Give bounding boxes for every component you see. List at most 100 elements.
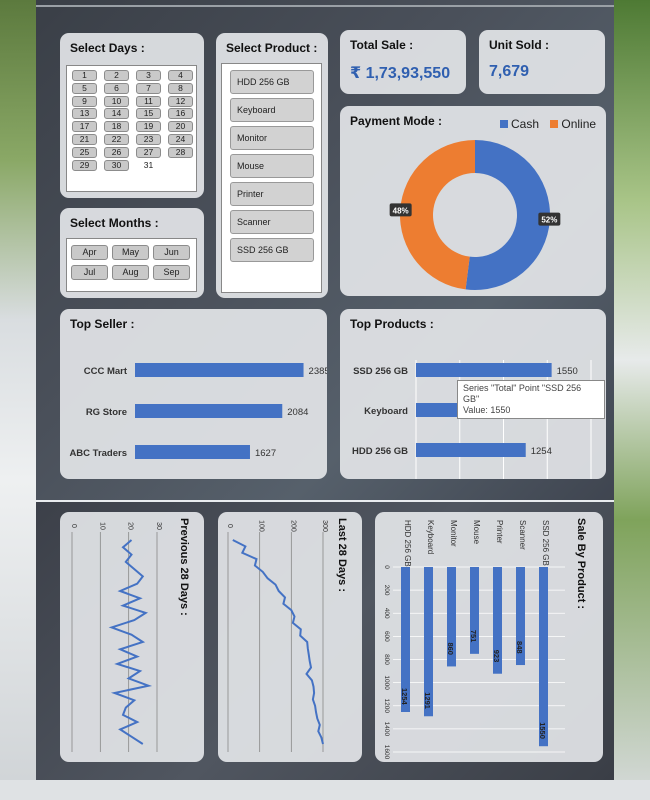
month-option-jun[interactable]: Jun xyxy=(153,245,190,260)
days-slicer: 1 2 3 4 5 6 7 8 9 10 11 12 13 14 15 16 17 18 19 20 21 22 23 24 2… xyxy=(66,65,197,192)
bar-ccc-mart[interactable] xyxy=(135,363,304,377)
payment-mode-title: Payment Mode : xyxy=(350,114,443,128)
day-option-13[interactable]: 13 xyxy=(72,108,97,120)
day-option-26[interactable]: 26 xyxy=(104,146,129,158)
bar-ssd-256-gb[interactable] xyxy=(416,363,552,377)
axis-tick: 300 xyxy=(321,520,328,532)
top-seller-title: Top Seller : xyxy=(70,317,135,331)
bar-hdd-256-gb[interactable] xyxy=(401,567,410,712)
product-option-scanner[interactable]: Scanner xyxy=(230,210,314,234)
day-option-23[interactable]: 23 xyxy=(136,134,161,145)
axis-tick: 20 xyxy=(127,522,134,530)
day-option-28[interactable]: 28 xyxy=(168,146,193,158)
bar-keyboard[interactable] xyxy=(424,567,433,717)
day-option-5[interactable]: 5 xyxy=(72,82,97,94)
legend-label-online: Online xyxy=(561,117,597,131)
svg-text:52%: 52% xyxy=(541,216,557,225)
axis-tick: 600 xyxy=(383,631,390,642)
series-line[interactable] xyxy=(232,539,324,745)
total-sale-card: Total Sale : ₹ 1,73,93,550 xyxy=(340,30,466,94)
bar-scanner[interactable] xyxy=(516,567,525,666)
axis-tick: 0 xyxy=(383,565,390,569)
day-option-30[interactable]: 30 xyxy=(104,159,129,171)
day-option-17[interactable]: 17 xyxy=(72,121,97,133)
product-option-monitor[interactable]: Monitor xyxy=(230,126,314,150)
last-28-days-chart: 0 100 200 300 xyxy=(226,520,328,752)
axis-tick: 30 xyxy=(155,522,162,530)
day-option-31[interactable]: 31 xyxy=(136,159,161,171)
category-label-hdd-256-gb: HDD 256 GB xyxy=(352,446,408,457)
product-option-printer[interactable]: Printer xyxy=(230,182,314,206)
day-option-3[interactable]: 3 xyxy=(136,70,161,81)
bar-ssd-256-gb[interactable] xyxy=(539,567,548,747)
background-photo-bottom xyxy=(0,780,650,800)
payment-mode-card: Payment Mode : Cash Online 52% 48% xyxy=(340,106,606,296)
last-28-days-card: Last 28 Days : 0 100 200 300 xyxy=(218,512,362,762)
series-line[interactable] xyxy=(108,539,153,745)
bar-mouse[interactable] xyxy=(470,567,479,654)
payment-donut-chart: 52% 48% xyxy=(389,140,561,290)
day-option-8[interactable]: 8 xyxy=(168,82,193,94)
donut-slice-online[interactable] xyxy=(399,140,475,290)
month-option-sep[interactable]: Sep xyxy=(153,265,190,280)
bar-hdd-256-gb[interactable] xyxy=(416,443,526,457)
bar-printer[interactable] xyxy=(493,567,502,674)
donut-label-online: 48% xyxy=(389,203,412,217)
previous-28-days-chart: 0 10 20 30 xyxy=(70,522,162,752)
day-option-16[interactable]: 16 xyxy=(168,108,193,120)
legend-swatch-cash xyxy=(500,120,508,128)
months-slicer-card: Select Months : Apr May Jun Jul Aug Sep xyxy=(60,208,204,298)
month-option-may[interactable]: May xyxy=(112,245,149,260)
day-option-29[interactable]: 29 xyxy=(72,159,97,171)
product-option-hdd-256-gb[interactable]: HDD 256 GB xyxy=(230,70,314,94)
svg-text:48%: 48% xyxy=(393,206,409,215)
day-option-6[interactable]: 6 xyxy=(104,82,129,94)
day-option-12[interactable]: 12 xyxy=(168,95,193,107)
day-option-24[interactable]: 24 xyxy=(168,134,193,145)
day-option-21[interactable]: 21 xyxy=(72,134,97,145)
bar-rg-store[interactable] xyxy=(135,404,283,418)
day-option-15[interactable]: 15 xyxy=(136,108,161,120)
day-option-20[interactable]: 20 xyxy=(168,121,193,133)
days-slicer-card: Select Days : 1 2 3 4 5 6 7 8 9 10 11 12 13 14 15 16 17 1… xyxy=(60,33,204,198)
product-slicer: HDD 256 GB Keyboard Monitor Mouse Printer Sca… xyxy=(221,63,322,293)
day-option-2[interactable]: 2 xyxy=(104,70,129,81)
month-option-apr[interactable]: Apr xyxy=(71,245,108,260)
background-photo-right xyxy=(614,0,650,800)
product-option-mouse[interactable]: Mouse xyxy=(230,154,314,178)
category-label-printer: Printer xyxy=(495,520,504,544)
axis-tick: 0 xyxy=(70,524,77,528)
product-slicer-title: Select Product : xyxy=(226,41,318,55)
day-option-14[interactable]: 14 xyxy=(104,108,129,120)
donut-slice-cash[interactable] xyxy=(465,140,550,290)
axis-tick: 0 xyxy=(226,524,233,528)
bar-abc-traders[interactable] xyxy=(135,445,250,459)
chart-tooltip: Series "Total" Point "SSD 256 GB" Value:… xyxy=(457,380,605,419)
value-label-scanner: 848 xyxy=(515,641,524,654)
day-option-10[interactable]: 10 xyxy=(104,95,129,107)
day-option-11[interactable]: 11 xyxy=(136,95,161,107)
month-option-aug[interactable]: Aug xyxy=(112,265,149,280)
product-option-keyboard[interactable]: Keyboard xyxy=(230,98,314,122)
unit-sold-card: Unit Sold : 7,679 xyxy=(479,30,605,94)
day-option-1[interactable]: 1 xyxy=(72,70,97,81)
day-option-9[interactable]: 9 xyxy=(72,95,97,107)
axis-tick: 1600 xyxy=(383,745,390,760)
day-option-22[interactable]: 22 xyxy=(104,134,129,145)
day-option-4[interactable]: 4 xyxy=(168,70,193,81)
category-label-monitor: Monitor xyxy=(449,520,458,547)
value-label-rg-store: 2084 xyxy=(287,407,308,418)
day-option-19[interactable]: 19 xyxy=(136,121,161,133)
category-label-abc-traders: ABC Traders xyxy=(69,448,127,459)
day-option-18[interactable]: 18 xyxy=(104,121,129,133)
day-option-27[interactable]: 27 xyxy=(136,146,161,158)
sale-by-product-title: Sale By Product : xyxy=(575,518,587,610)
month-option-jul[interactable]: Jul xyxy=(71,265,108,280)
category-label-keyboard: Keyboard xyxy=(426,520,435,554)
day-option-25[interactable]: 25 xyxy=(72,146,97,158)
last-28-days-title: Last 28 Days : xyxy=(336,518,348,592)
product-option-ssd-256-gb[interactable]: SSD 256 GB xyxy=(230,238,314,262)
day-option-7[interactable]: 7 xyxy=(136,82,161,94)
bar-monitor[interactable] xyxy=(447,567,456,667)
payment-legend: Cash Online xyxy=(500,117,596,131)
